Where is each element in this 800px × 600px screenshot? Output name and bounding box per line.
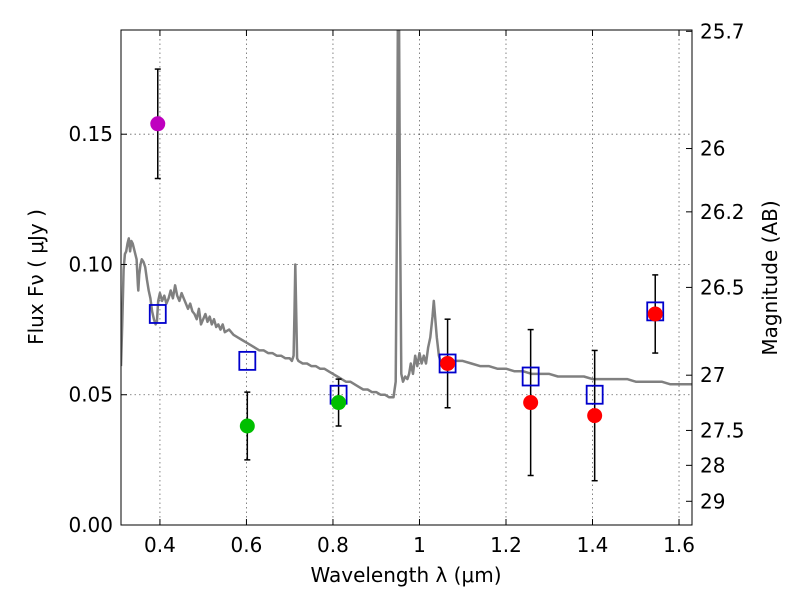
grid <box>121 30 692 526</box>
observed-flux-point <box>440 355 456 371</box>
mag-tick-label: 27.5 <box>700 418 745 442</box>
x-tick-label: 0.4 <box>144 533 176 557</box>
y-tick-label: 0.05 <box>68 383 113 407</box>
y-axis-label-right: Magnitude (AB) <box>758 200 782 355</box>
mag-tick-label: 26.5 <box>700 275 745 299</box>
observed-flux-point <box>587 408 603 424</box>
axis-ticks: 0.4 0.6 0.8 1 1.2 1.4 1.6 0.00 0.05 0.10 0.15 25.7 2… <box>68 19 744 557</box>
spectrum-line <box>121 30 692 399</box>
model-photometry-square <box>521 366 540 387</box>
model-photometry-square <box>148 304 167 324</box>
x-tick-label: 0.6 <box>231 533 263 557</box>
model-photometry-markers <box>148 301 665 405</box>
error-bars <box>154 68 659 482</box>
observed-flux-point <box>239 418 255 434</box>
observed-flux-point <box>647 306 663 322</box>
mag-tick-label: 28 <box>700 453 725 477</box>
y-tick-label: 0.10 <box>68 252 113 276</box>
y-tick-label: 0.00 <box>68 513 113 537</box>
mag-tick-label: 25.7 <box>700 19 745 43</box>
x-tick-label: 1.6 <box>663 533 695 557</box>
mag-tick-label: 29 <box>700 489 725 513</box>
y-axis-label: Flux Fν ( μJy ) <box>24 209 48 345</box>
x-tick-label: 1.2 <box>490 533 522 557</box>
model-photometry-square <box>585 384 604 405</box>
observed-photometry-markers <box>150 116 663 434</box>
plot-frame <box>120 29 693 526</box>
mag-tick-label: 26.2 <box>700 200 745 224</box>
mag-tick-label: 26 <box>700 137 725 161</box>
observed-flux-point <box>523 395 539 411</box>
x-tick-label: 1 <box>413 533 426 557</box>
mag-tick-label: 27 <box>700 363 725 387</box>
model-photometry-square <box>238 350 257 371</box>
model-spectrum <box>121 30 692 399</box>
observed-flux-point <box>150 116 166 132</box>
x-tick-label: 0.8 <box>317 533 349 557</box>
observed-flux-point <box>331 395 347 411</box>
y-tick-label: 0.15 <box>68 122 113 146</box>
x-axis-label: Wavelength λ (μm) <box>310 563 501 587</box>
x-tick-label: 1.4 <box>577 533 609 557</box>
model-photometry-square <box>438 353 457 374</box>
